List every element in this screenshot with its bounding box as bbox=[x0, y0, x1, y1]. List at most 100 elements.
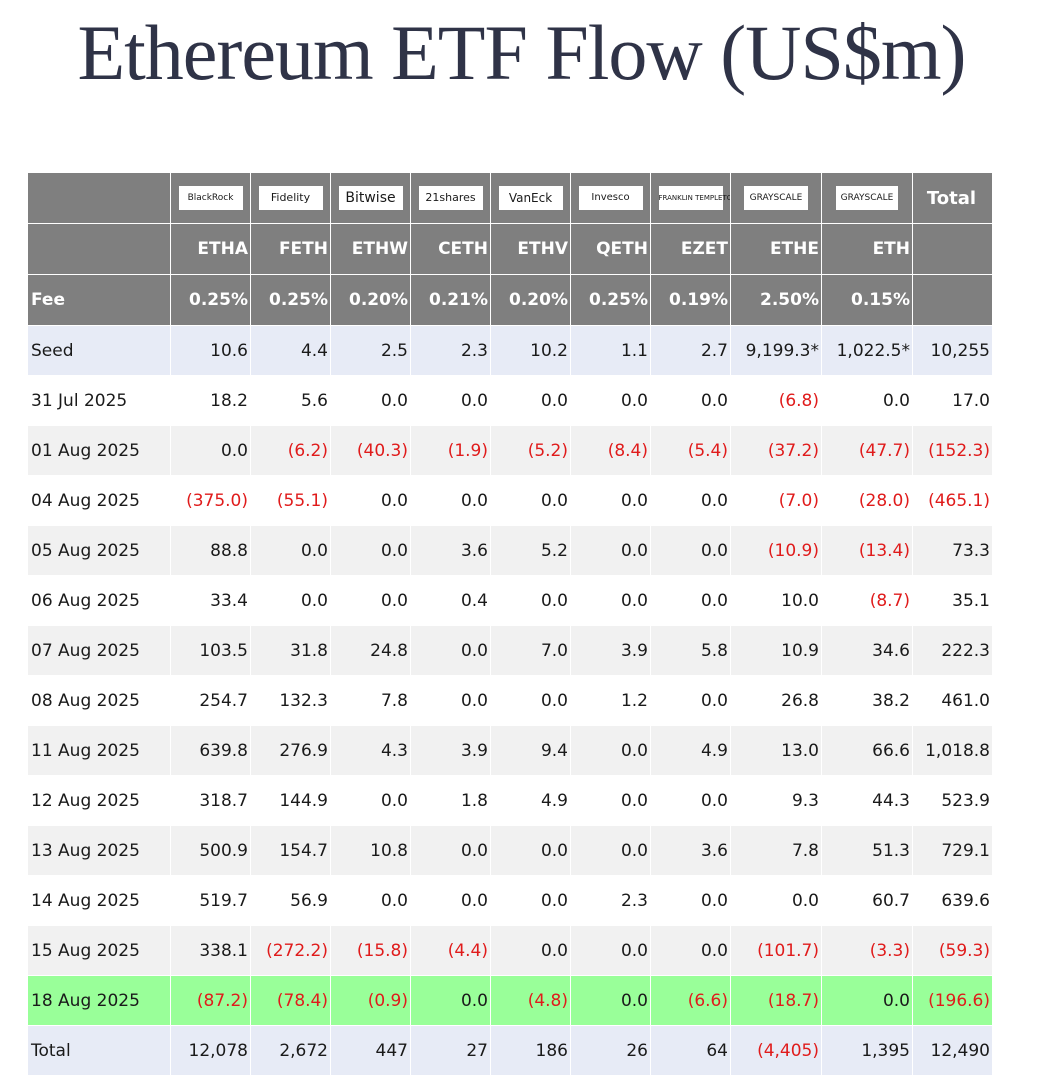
flow-value: 0.0 bbox=[570, 575, 651, 626]
flow-value: 0.0 bbox=[330, 525, 411, 576]
flow-value: 5.6 bbox=[250, 375, 331, 426]
flow-value: 0.0 bbox=[650, 525, 731, 576]
flow-value: (375.0) bbox=[170, 475, 251, 526]
total-column-header: Total bbox=[912, 172, 993, 224]
fee-row: Fee 0.25% 0.25% 0.20% 0.21% 0.20% 0.25% 0.19% 2.… bbox=[27, 274, 993, 326]
flow-value: 1,395 bbox=[821, 1025, 913, 1076]
flow-value: 5.8 bbox=[650, 625, 731, 676]
flow-value: (28.0) bbox=[821, 475, 913, 526]
flow-value: 56.9 bbox=[250, 875, 331, 926]
flow-value: 0.0 bbox=[730, 875, 822, 926]
flow-value: 0.0 bbox=[250, 575, 331, 626]
issuer-logo-cell: 21shares bbox=[410, 172, 491, 224]
flow-value: 0.0 bbox=[330, 375, 411, 426]
flow-value: 2.7 bbox=[650, 325, 731, 376]
flow-value: 0.0 bbox=[410, 375, 491, 426]
fee-value: 0.15% bbox=[821, 274, 913, 326]
flow-value: 12,078 bbox=[170, 1025, 251, 1076]
flow-value: 338.1 bbox=[170, 925, 251, 976]
flow-value: (4,405) bbox=[730, 1025, 822, 1076]
table-row: 07 Aug 2025 103.5 31.8 24.8 0.0 7.0 3.9 5.8 10.9… bbox=[27, 625, 993, 676]
issuer-logo: Fidelity bbox=[258, 186, 323, 210]
issuer-logo: BlackRock bbox=[178, 186, 243, 210]
flow-value: 10.8 bbox=[330, 825, 411, 876]
ticker-corner bbox=[27, 223, 171, 275]
row-total: (59.3) bbox=[912, 925, 993, 976]
flow-value: 24.8 bbox=[330, 625, 411, 676]
flow-value: 0.0 bbox=[490, 875, 571, 926]
row-label: 11 Aug 2025 bbox=[27, 725, 171, 776]
flow-value: 639.8 bbox=[170, 725, 251, 776]
ticker-total-blank bbox=[912, 223, 993, 275]
flow-value: 2.5 bbox=[330, 325, 411, 376]
table-row: 06 Aug 2025 33.4 0.0 0.0 0.4 0.0 0.0 0.0 10.0 (8.… bbox=[27, 575, 993, 626]
row-label: 13 Aug 2025 bbox=[27, 825, 171, 876]
ticker-header: ETHA bbox=[170, 223, 251, 275]
flow-value: 1.8 bbox=[410, 775, 491, 826]
row-label: 31 Jul 2025 bbox=[27, 375, 171, 426]
flow-value: 0.0 bbox=[490, 825, 571, 876]
issuer-logo: FRANKLIN TEMPLETON bbox=[658, 186, 730, 210]
flow-value: (18.7) bbox=[730, 975, 822, 1026]
flow-value: 2.3 bbox=[410, 325, 491, 376]
flow-value: 5.2 bbox=[490, 525, 571, 576]
ticker-header: ETHV bbox=[490, 223, 571, 275]
flow-value: 0.0 bbox=[570, 975, 651, 1026]
flow-value: 0.0 bbox=[650, 925, 731, 976]
flow-value: 7.0 bbox=[490, 625, 571, 676]
flow-value: (4.4) bbox=[410, 925, 491, 976]
flow-value: (1.9) bbox=[410, 425, 491, 476]
issuer-logo: Invesco bbox=[578, 186, 643, 210]
flow-value: 3.6 bbox=[650, 825, 731, 876]
fee-value: 0.25% bbox=[570, 274, 651, 326]
fee-value: 2.50% bbox=[730, 274, 822, 326]
flow-value: 0.0 bbox=[490, 375, 571, 426]
row-label: Total bbox=[27, 1025, 171, 1076]
flow-value: 144.9 bbox=[250, 775, 331, 826]
flow-value: 1.2 bbox=[570, 675, 651, 726]
flow-value: 0.0 bbox=[330, 775, 411, 826]
flow-value: 3.6 bbox=[410, 525, 491, 576]
flow-value: 27 bbox=[410, 1025, 491, 1076]
flow-value: 0.0 bbox=[330, 475, 411, 526]
table-row: 04 Aug 2025 (375.0) (55.1) 0.0 0.0 0.0 0.0 0.0(… bbox=[27, 475, 993, 526]
row-total: (465.1) bbox=[912, 475, 993, 526]
flow-value: 51.3 bbox=[821, 825, 913, 876]
row-label: 08 Aug 2025 bbox=[27, 675, 171, 726]
flow-value: 0.0 bbox=[650, 575, 731, 626]
issuer-logo-cell: VanEck bbox=[490, 172, 571, 224]
issuer-logo-cell: Invesco bbox=[570, 172, 651, 224]
flow-value: 9.4 bbox=[490, 725, 571, 776]
flow-value: (78.4) bbox=[250, 975, 331, 1026]
flow-value: 0.0 bbox=[821, 375, 913, 426]
flow-value: (15.8) bbox=[330, 925, 411, 976]
table-row: 12 Aug 2025 318.7 144.9 0.0 1.8 4.9 0.0 0.0 9.3 4… bbox=[27, 775, 993, 826]
flow-value: 4.9 bbox=[490, 775, 571, 826]
row-label: 12 Aug 2025 bbox=[27, 775, 171, 826]
flow-value: 1.1 bbox=[570, 325, 651, 376]
row-label: 01 Aug 2025 bbox=[27, 425, 171, 476]
table-row: 05 Aug 2025 88.8 0.0 0.0 3.6 5.2 0.0 0.0 (10.9)(… bbox=[27, 525, 993, 576]
ticker-header: ETHW bbox=[330, 223, 411, 275]
flow-value: 0.0 bbox=[410, 875, 491, 926]
issuer-logo-row: BlackRock Fidelity Bitwise 21shares VanEck In… bbox=[27, 172, 993, 224]
ticker-header: ETH bbox=[821, 223, 913, 275]
flow-value: (101.7) bbox=[730, 925, 822, 976]
issuer-logo-cell: GRAYSCALE bbox=[821, 172, 913, 224]
flow-value: 13.0 bbox=[730, 725, 822, 776]
issuer-logo: 21shares bbox=[418, 186, 483, 210]
fee-total-blank bbox=[912, 274, 993, 326]
flow-value: 186 bbox=[490, 1025, 571, 1076]
row-total: 639.6 bbox=[912, 875, 993, 926]
row-total: (196.6) bbox=[912, 975, 993, 1026]
flow-value: 0.0 bbox=[570, 525, 651, 576]
fee-value: 0.21% bbox=[410, 274, 491, 326]
fee-value: 0.20% bbox=[330, 274, 411, 326]
issuer-logo: GRAYSCALE bbox=[836, 186, 898, 210]
flow-value: 9,199.3* bbox=[730, 325, 822, 376]
row-total: (152.3) bbox=[912, 425, 993, 476]
ticker-header: ETHE bbox=[730, 223, 822, 275]
row-label: 14 Aug 2025 bbox=[27, 875, 171, 926]
flow-value: 0.4 bbox=[410, 575, 491, 626]
flow-value: 4.9 bbox=[650, 725, 731, 776]
